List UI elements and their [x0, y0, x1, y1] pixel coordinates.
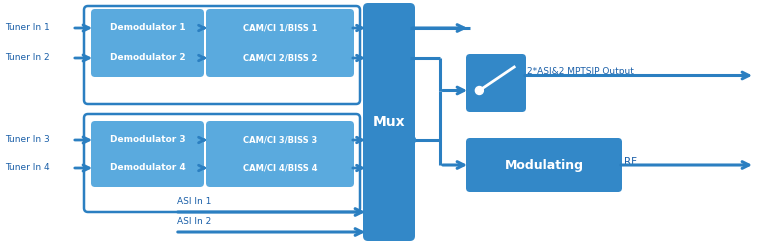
FancyBboxPatch shape	[91, 121, 204, 159]
Text: Tuner In 4: Tuner In 4	[5, 164, 50, 172]
FancyBboxPatch shape	[206, 149, 354, 187]
Text: 2*ASI&2 MPTSIP Output: 2*ASI&2 MPTSIP Output	[527, 68, 634, 76]
Text: Tuner In 3: Tuner In 3	[5, 136, 50, 144]
Text: ASI In 1: ASI In 1	[177, 197, 211, 206]
Text: Tuner In 1: Tuner In 1	[5, 24, 50, 32]
Text: RF: RF	[624, 157, 637, 167]
Text: Mux: Mux	[373, 115, 405, 129]
FancyBboxPatch shape	[206, 9, 354, 47]
FancyBboxPatch shape	[91, 39, 204, 77]
Text: Modulating: Modulating	[504, 158, 584, 172]
Text: CAM/CI 1/BISS 1: CAM/CI 1/BISS 1	[243, 24, 317, 32]
FancyBboxPatch shape	[91, 9, 204, 47]
FancyBboxPatch shape	[206, 39, 354, 77]
FancyBboxPatch shape	[206, 121, 354, 159]
Circle shape	[409, 136, 415, 143]
Text: Demodulator 2: Demodulator 2	[109, 54, 185, 62]
Text: Demodulator 1: Demodulator 1	[109, 24, 185, 32]
Text: Tuner In 2: Tuner In 2	[5, 54, 50, 62]
Text: CAM/CI 2/BISS 2: CAM/CI 2/BISS 2	[243, 54, 317, 62]
Text: CAM/CI 4/BISS 4: CAM/CI 4/BISS 4	[243, 164, 317, 172]
FancyBboxPatch shape	[91, 149, 204, 187]
FancyBboxPatch shape	[466, 54, 526, 112]
Text: CAM/CI 3/BISS 3: CAM/CI 3/BISS 3	[243, 136, 317, 144]
Text: Demodulator 4: Demodulator 4	[109, 164, 185, 172]
FancyBboxPatch shape	[466, 138, 622, 192]
FancyBboxPatch shape	[363, 3, 415, 241]
Circle shape	[475, 86, 483, 94]
Text: Demodulator 3: Demodulator 3	[109, 136, 185, 144]
Text: ASI In 2: ASI In 2	[177, 217, 211, 226]
